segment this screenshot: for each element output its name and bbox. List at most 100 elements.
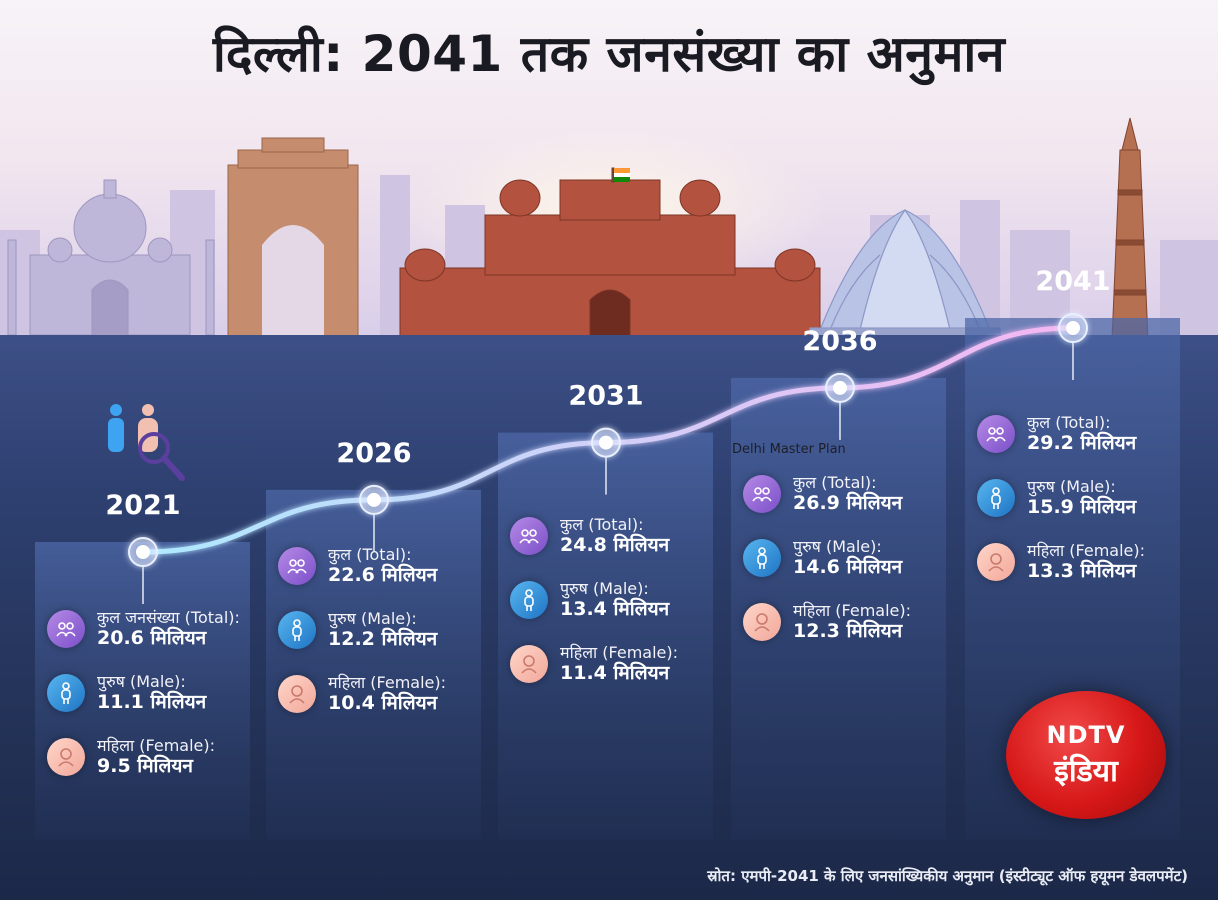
male-value: 14.6 मिलियन <box>793 556 903 579</box>
female-person-icon <box>510 644 548 683</box>
male-label: पुरुष (Male): <box>560 578 649 598</box>
female-label: महिला (Female): <box>1027 540 1146 560</box>
stats-card-2021: कुल जनसंख्या (Total): 20.6 मिलियन पुरुष (M… <box>47 608 267 800</box>
page-title: दिल्ली: 2041 तक जनसंख्या का अनुमान <box>212 25 1006 83</box>
female-value: 10.4 मिलियन <box>328 692 438 715</box>
male-stat: पुरुष (Male): 14.6 मिलियन <box>743 537 963 579</box>
female-label: महिला (Female): <box>560 642 679 662</box>
female-person-icon <box>743 602 781 641</box>
stats-card-2041: कुल (Total): 29.2 मिलियन पुरुष (Male): 15.9… <box>977 413 1197 605</box>
hero-population-icon <box>108 404 185 481</box>
total-value: 20.6 मिलियन <box>97 627 207 650</box>
total-value: 24.8 मिलियन <box>560 534 670 557</box>
total-value: 22.6 मिलियन <box>328 564 438 587</box>
male-stat: पुरुष (Male): 15.9 मिलियन <box>977 477 1197 519</box>
total-stat: कुल (Total): 29.2 मिलियन <box>977 413 1197 455</box>
total-value: 26.9 मिलियन <box>793 492 903 515</box>
stats-card-2026: कुल (Total): 22.6 मिलियन पुरुष (Male): 12.2… <box>278 545 498 737</box>
total-label: कुल (Total): <box>793 473 877 492</box>
group-icon <box>743 475 781 513</box>
male-person-icon <box>977 478 1015 517</box>
total-stat-text: कुल (Total): 24.8 मिलियन <box>560 515 669 557</box>
male-label: पुरुष (Male): <box>793 536 882 556</box>
male-label: पुरुष (Male): <box>1027 476 1116 496</box>
female-value: 9.5 मिलियन <box>97 755 193 778</box>
female-stat: महिला (Female): 10.4 मिलियन <box>278 673 498 715</box>
year-label: 2041 <box>1035 266 1110 297</box>
total-label: कुल (Total): <box>560 515 644 534</box>
logo-text-bottom: इंडिया <box>1054 753 1118 789</box>
female-stat: महिला (Female): 13.3 मिलियन <box>977 541 1197 583</box>
male-value: 12.2 मिलियन <box>328 628 438 651</box>
female-stat-text: महिला (Female): 10.4 मिलियन <box>328 673 446 715</box>
group-icon <box>510 517 548 555</box>
annotation-label: Delhi Master Plan <box>732 442 846 457</box>
male-person-icon <box>743 538 781 577</box>
male-person-icon <box>47 673 85 712</box>
female-label: महिला (Female): <box>328 672 447 692</box>
male-person-icon <box>278 610 316 649</box>
year-label: 2026 <box>336 438 411 469</box>
total-stat: कुल (Total): 26.9 मिलियन <box>743 473 963 515</box>
male-person-icon <box>510 580 548 619</box>
year-label: 2036 <box>802 326 877 357</box>
male-value: 15.9 मिलियन <box>1027 496 1137 519</box>
male-stat-text: पुरुष (Male): 11.1 मिलियन <box>97 672 206 714</box>
male-stat: पुरुष (Male): 13.4 मिलियन <box>510 579 730 621</box>
total-stat-text: कुल (Total): 22.6 मिलियन <box>328 545 437 587</box>
male-value: 13.4 मिलियन <box>560 598 670 621</box>
female-stat-text: महिला (Female): 12.3 मिलियन <box>793 601 911 643</box>
female-stat: महिला (Female): 9.5 मिलियन <box>47 736 267 778</box>
source-note: स्रोत: एमपी-2041 के लिए जनसांख्यिकीय अनु… <box>707 867 1188 885</box>
stats-card-2031: कुल (Total): 24.8 मिलियन पुरुष (Male): 13.4… <box>510 515 730 707</box>
total-stat-text: कुल जनसंख्या (Total): 20.6 मिलियन <box>97 608 240 650</box>
female-person-icon <box>47 737 85 776</box>
female-person-icon <box>977 542 1015 581</box>
male-stat-text: पुरुष (Male): 12.2 मिलियन <box>328 609 437 651</box>
female-value: 12.3 मिलियन <box>793 620 903 643</box>
total-label: कुल जनसंख्या (Total): <box>97 608 240 627</box>
female-stat-text: महिला (Female): 13.3 मिलियन <box>1027 541 1145 583</box>
group-icon <box>47 610 85 648</box>
female-stat: महिला (Female): 11.4 मिलियन <box>510 643 730 685</box>
taj-mahal-icon <box>7 179 215 336</box>
data-point-core <box>833 380 847 395</box>
total-stat-text: कुल (Total): 26.9 मिलियन <box>793 473 902 515</box>
female-stat-text: महिला (Female): 11.4 मिलियन <box>560 643 678 685</box>
male-value: 11.1 मिलियन <box>97 691 207 714</box>
red-fort-icon <box>399 167 821 344</box>
female-value: 11.4 मिलियन <box>560 662 670 685</box>
stats-card-2036: कुल (Total): 26.9 मिलियन पुरुष (Male): 14.6… <box>743 473 963 665</box>
male-label: पुरुष (Male): <box>97 671 186 691</box>
total-label: कुल (Total): <box>1027 413 1111 432</box>
logo-text-top: NDTV <box>1046 720 1126 749</box>
group-icon <box>977 415 1015 453</box>
year-label: 2021 <box>105 490 180 521</box>
total-stat: कुल (Total): 22.6 मिलियन <box>278 545 498 587</box>
male-stat-text: पुरुष (Male): 13.4 मिलियन <box>560 579 669 621</box>
ndtv-india-logo: NDTV इंडिया <box>1006 691 1166 819</box>
female-person-icon <box>278 674 316 713</box>
total-stat: कुल जनसंख्या (Total): 20.6 मिलियन <box>47 608 267 650</box>
total-label: कुल (Total): <box>328 545 412 564</box>
male-stat: पुरुष (Male): 12.2 मिलियन <box>278 609 498 651</box>
total-stat: कुल (Total): 24.8 मिलियन <box>510 515 730 557</box>
data-point-core <box>599 435 613 450</box>
female-stat-text: महिला (Female): 9.5 मिलियन <box>97 736 215 778</box>
year-label: 2031 <box>568 381 643 412</box>
male-stat: पुरुष (Male): 11.1 मिलियन <box>47 672 267 714</box>
total-stat-text: कुल (Total): 29.2 मिलियन <box>1027 413 1136 455</box>
data-point-core <box>1066 321 1080 335</box>
year-column-2031 <box>498 432 713 840</box>
male-label: पुरुष (Male): <box>328 608 417 628</box>
group-icon <box>278 547 316 585</box>
male-stat-text: पुरुष (Male): 15.9 मिलियन <box>1027 477 1136 519</box>
male-stat-text: पुरुष (Male): 14.6 मिलियन <box>793 537 902 579</box>
female-label: महिला (Female): <box>97 735 216 755</box>
data-point-core <box>136 545 150 559</box>
female-value: 13.3 मिलियन <box>1027 560 1137 583</box>
qutub-minar-icon <box>1111 117 1149 341</box>
total-value: 29.2 मिलियन <box>1027 432 1137 455</box>
india-gate-icon <box>227 137 359 341</box>
